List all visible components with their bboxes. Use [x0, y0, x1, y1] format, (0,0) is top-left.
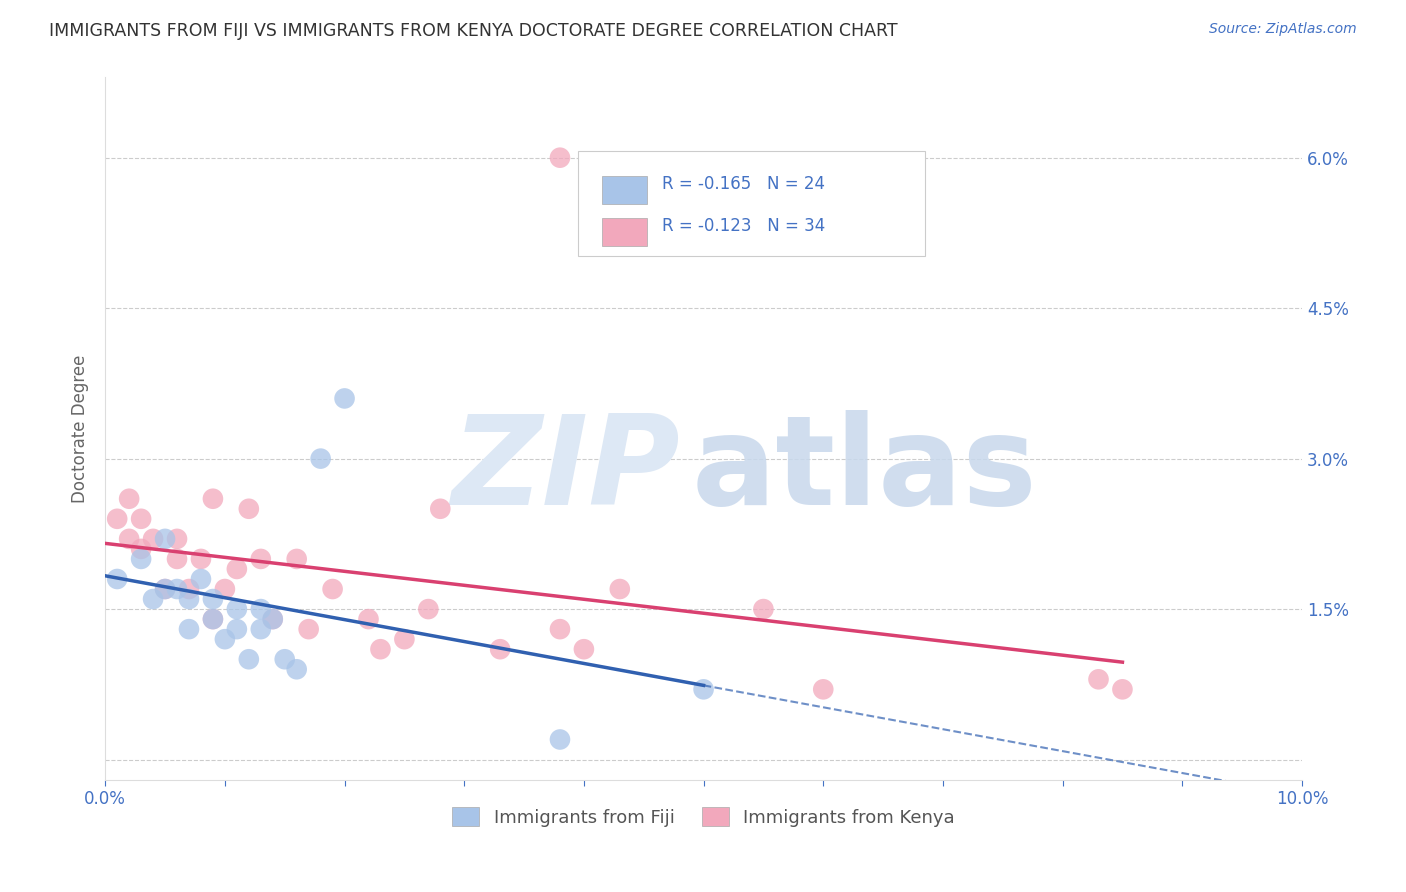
Point: [429, 501, 451, 516]
Point: [249, 552, 271, 566]
Point: [262, 612, 284, 626]
Point: [190, 572, 212, 586]
Point: [285, 662, 308, 676]
Point: [105, 572, 128, 586]
Point: [394, 632, 416, 647]
Point: [142, 532, 165, 546]
FancyBboxPatch shape: [602, 176, 647, 203]
Point: [333, 392, 356, 406]
Point: [572, 642, 595, 657]
Point: [752, 602, 775, 616]
Point: [238, 652, 260, 666]
Text: ZIP: ZIP: [451, 410, 679, 531]
Point: [166, 532, 188, 546]
Point: [692, 682, 714, 697]
FancyBboxPatch shape: [578, 151, 925, 257]
Point: [129, 541, 152, 556]
Point: [153, 582, 176, 596]
Point: [201, 592, 224, 607]
Point: [285, 552, 308, 566]
Text: atlas: atlas: [692, 410, 1038, 531]
Point: [201, 612, 224, 626]
Point: [1087, 673, 1109, 687]
Text: Source: ZipAtlas.com: Source: ZipAtlas.com: [1209, 22, 1357, 37]
Point: [309, 451, 332, 466]
Point: [177, 622, 200, 636]
Point: [249, 602, 271, 616]
Point: [262, 612, 284, 626]
Point: [177, 582, 200, 596]
Point: [548, 622, 571, 636]
Point: [153, 532, 176, 546]
Point: [118, 491, 141, 506]
Point: [249, 622, 271, 636]
Point: [177, 592, 200, 607]
FancyBboxPatch shape: [602, 218, 647, 246]
Point: [418, 602, 440, 616]
Point: [274, 652, 297, 666]
Point: [214, 582, 236, 596]
Point: [190, 552, 212, 566]
Text: R = -0.165   N = 24: R = -0.165 N = 24: [662, 175, 825, 193]
Legend: Immigrants from Fiji, Immigrants from Kenya: Immigrants from Fiji, Immigrants from Ke…: [446, 800, 962, 834]
Point: [813, 682, 835, 697]
Point: [129, 552, 152, 566]
Point: [105, 512, 128, 526]
Point: [225, 602, 247, 616]
Point: [201, 612, 224, 626]
Point: [166, 582, 188, 596]
Point: [322, 582, 344, 596]
Point: [129, 512, 152, 526]
Point: [370, 642, 392, 657]
Point: [609, 582, 631, 596]
Y-axis label: Doctorate Degree: Doctorate Degree: [72, 354, 89, 503]
Point: [298, 622, 321, 636]
Point: [357, 612, 380, 626]
Text: IMMIGRANTS FROM FIJI VS IMMIGRANTS FROM KENYA DOCTORATE DEGREE CORRELATION CHART: IMMIGRANTS FROM FIJI VS IMMIGRANTS FROM …: [49, 22, 898, 40]
Point: [166, 552, 188, 566]
Point: [201, 491, 224, 506]
Point: [142, 592, 165, 607]
Point: [225, 622, 247, 636]
Point: [489, 642, 512, 657]
Point: [225, 562, 247, 576]
Text: R = -0.123   N = 34: R = -0.123 N = 34: [662, 218, 825, 235]
Point: [238, 501, 260, 516]
Point: [548, 151, 571, 165]
Point: [548, 732, 571, 747]
Point: [118, 532, 141, 546]
Point: [1111, 682, 1133, 697]
Point: [214, 632, 236, 647]
Point: [153, 582, 176, 596]
